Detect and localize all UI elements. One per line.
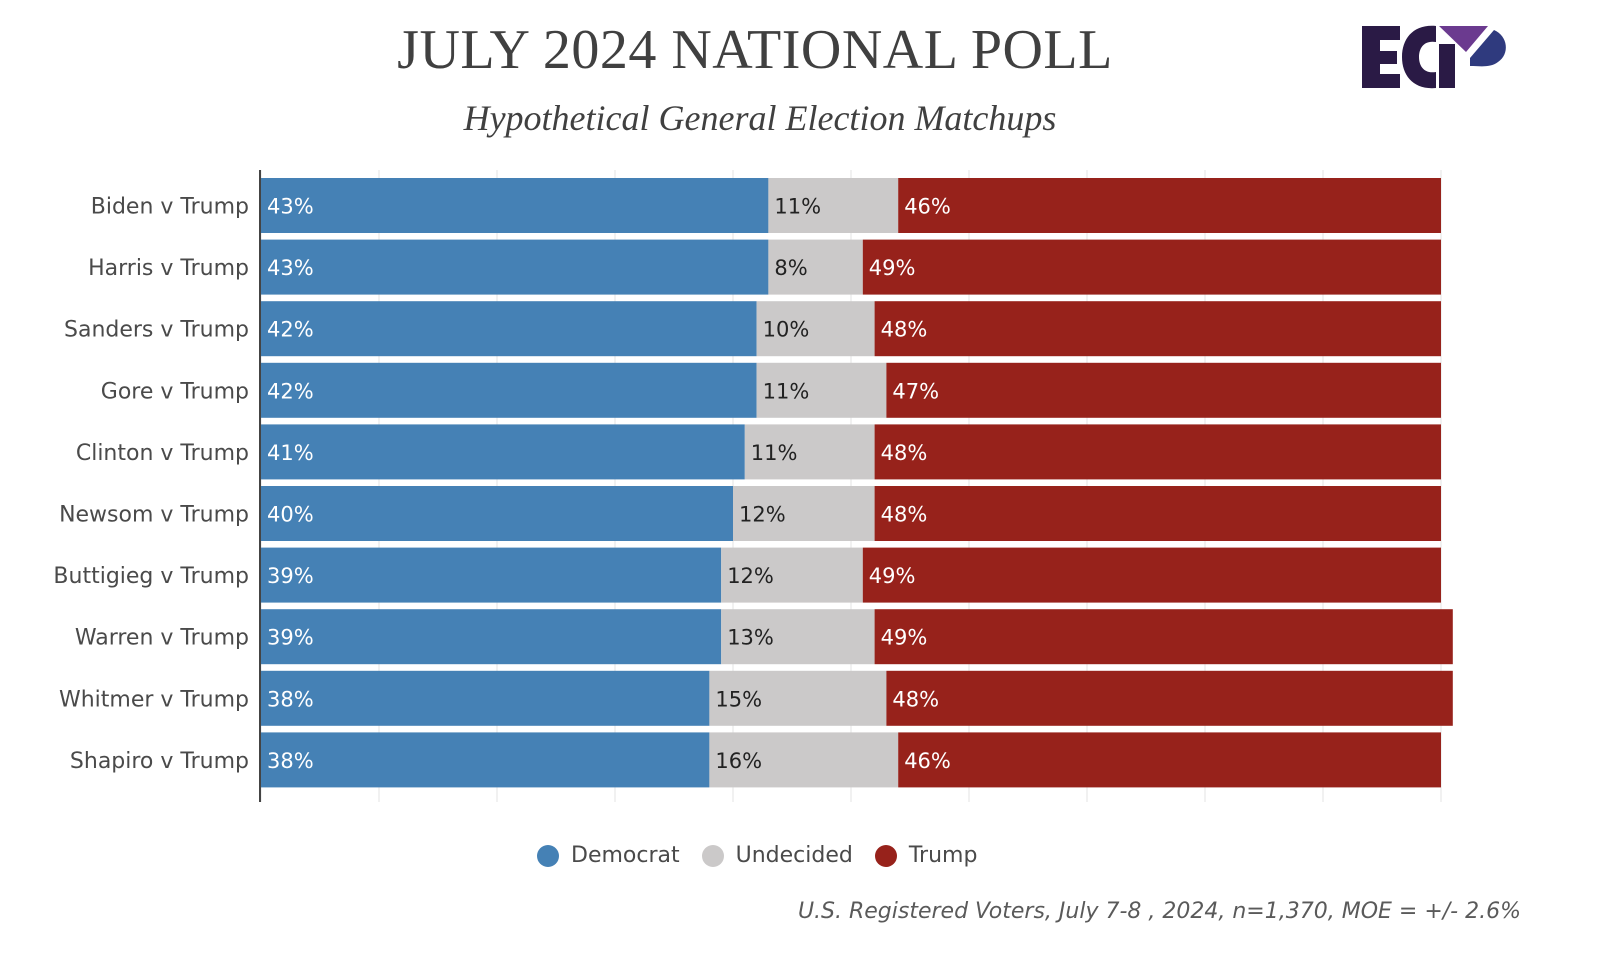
category-label: Whitmer v Trump bbox=[59, 687, 249, 712]
data-label: 39% bbox=[267, 564, 314, 588]
bar-segment-democrat bbox=[261, 547, 722, 603]
chart-subtitle: Hypothetical General Election Matchups bbox=[463, 98, 1057, 138]
data-label: 40% bbox=[267, 503, 314, 527]
bar-segment-trump bbox=[898, 732, 1441, 788]
bar-segment-trump bbox=[874, 486, 1441, 541]
bar-segment-undecided bbox=[756, 301, 875, 357]
legend-item-trump: Trump bbox=[874, 843, 978, 868]
data-label: 49% bbox=[869, 256, 916, 280]
data-label: 42% bbox=[267, 379, 314, 403]
category-label: Harris v Trump bbox=[88, 256, 249, 281]
footnote: U.S. Registered Voters, July 7-8 , 2024,… bbox=[797, 899, 1521, 924]
bar-segment-undecided bbox=[709, 670, 887, 726]
data-label: 43% bbox=[267, 256, 314, 280]
category-label: Shapiro v Trump bbox=[70, 749, 249, 774]
bar-segment-trump bbox=[898, 178, 1441, 233]
bar-segment-democrat bbox=[261, 239, 769, 295]
legend-label: Trump bbox=[908, 843, 978, 868]
data-label: 47% bbox=[892, 379, 939, 403]
legend-dot-icon bbox=[701, 844, 724, 867]
bar-segment-democrat bbox=[261, 609, 722, 665]
category-label: Clinton v Trump bbox=[76, 441, 249, 466]
bar-segment-democrat bbox=[261, 362, 757, 418]
bar-segment-undecided bbox=[744, 424, 875, 480]
category-label: Gore v Trump bbox=[101, 379, 249, 404]
data-label: 13% bbox=[727, 626, 774, 650]
bar-segment-trump bbox=[862, 547, 1441, 603]
data-label: 49% bbox=[869, 564, 916, 588]
data-label: 38% bbox=[267, 749, 314, 773]
bar-segment-undecided bbox=[768, 178, 899, 233]
bar-segment-undecided bbox=[709, 732, 899, 788]
data-label: 46% bbox=[904, 195, 951, 219]
data-label: 15% bbox=[715, 687, 762, 711]
data-label: 48% bbox=[881, 318, 928, 342]
bar-segment-undecided bbox=[756, 362, 887, 418]
chart-title: JULY 2024 NATIONAL POLL bbox=[397, 19, 1113, 81]
data-label: 41% bbox=[267, 441, 314, 465]
bar-segment-undecided bbox=[721, 547, 863, 603]
data-label: 42% bbox=[267, 318, 314, 342]
bar-segment-democrat bbox=[261, 670, 710, 726]
bars: 43% 11% 46% 43% 8% 49% 42% 10% 48% 42% 11% 47% 41% 11… bbox=[261, 178, 1453, 788]
data-label: 43% bbox=[267, 195, 314, 219]
bar-segment-trump bbox=[874, 301, 1441, 357]
data-label: 12% bbox=[727, 564, 774, 588]
bar-segment-democrat bbox=[261, 732, 710, 788]
bar-segment-democrat bbox=[261, 424, 745, 480]
legend-item-undecided: Undecided bbox=[701, 843, 853, 868]
bar-segment-trump bbox=[886, 362, 1441, 418]
category-label: Newsom v Trump bbox=[59, 503, 249, 528]
category-label: Warren v Trump bbox=[75, 626, 249, 651]
data-label: 46% bbox=[904, 749, 951, 773]
bar-segment-undecided bbox=[721, 609, 875, 665]
bar-segment-democrat bbox=[261, 301, 757, 357]
legend: Democrat Undecided Trump bbox=[537, 843, 999, 868]
data-label: 48% bbox=[881, 503, 928, 527]
bar-segment-trump bbox=[862, 239, 1441, 295]
bar-segment-trump bbox=[886, 670, 1453, 726]
data-label: 10% bbox=[763, 318, 810, 342]
bar-segment-democrat bbox=[261, 178, 769, 233]
data-label: 11% bbox=[751, 441, 798, 465]
data-label: 16% bbox=[715, 749, 762, 773]
ecp-logo bbox=[1362, 25, 1506, 89]
data-label: 49% bbox=[881, 626, 928, 650]
category-label: Sanders v Trump bbox=[64, 318, 249, 343]
data-label: 39% bbox=[267, 626, 314, 650]
bar-segment-trump bbox=[874, 609, 1453, 665]
category-label: Buttigieg v Trump bbox=[53, 564, 249, 589]
category-labels: Biden v Trump Harris v Trump Sanders v Tru… bbox=[53, 195, 249, 774]
data-label: 38% bbox=[267, 687, 314, 711]
data-label: 48% bbox=[881, 441, 928, 465]
data-label: 11% bbox=[774, 195, 821, 219]
data-label: 48% bbox=[892, 687, 939, 711]
legend-dot-icon bbox=[874, 844, 897, 867]
bar-segment-trump bbox=[874, 424, 1441, 480]
data-label: 11% bbox=[763, 379, 810, 403]
legend-dot-icon bbox=[537, 844, 559, 867]
legend-item-democrat: Democrat bbox=[537, 843, 680, 868]
category-label: Biden v Trump bbox=[91, 195, 249, 220]
bar-segment-democrat bbox=[261, 486, 733, 541]
bar-segment-undecided bbox=[768, 239, 863, 295]
data-label: 8% bbox=[774, 256, 807, 280]
data-label: 12% bbox=[739, 503, 786, 527]
bar-segment-undecided bbox=[733, 486, 875, 541]
legend-label: Undecided bbox=[735, 843, 853, 868]
legend-label: Democrat bbox=[571, 843, 680, 868]
ecp-logo-letters bbox=[1362, 25, 1506, 89]
